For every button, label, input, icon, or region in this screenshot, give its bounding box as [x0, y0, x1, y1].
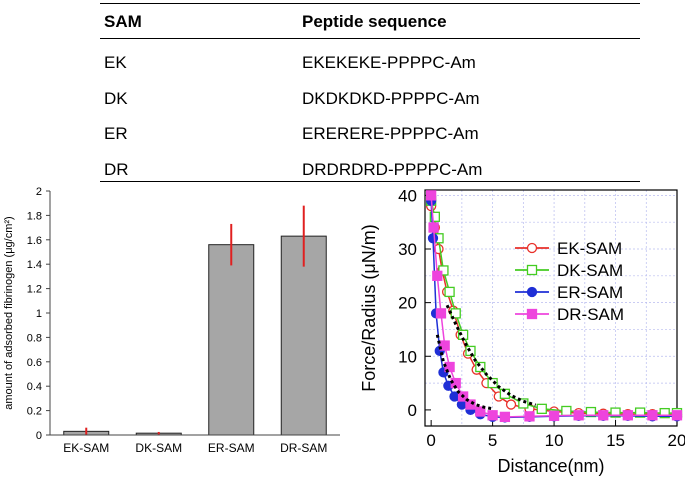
y-tick-label: 1 [36, 308, 42, 320]
x-tick-label: EK-SAM [63, 441, 109, 455]
table-top-rule [100, 3, 640, 4]
fit-curve [445, 304, 537, 407]
data-point-dk-sam [465, 345, 476, 357]
legend-label-dr-sam: DR-SAM [557, 305, 624, 324]
table-header-peptide: Peptide sequence [302, 12, 447, 31]
data-point-dr-sam [475, 406, 486, 417]
table-cell-sequence: EKEKEKE-PPPPC-Am [302, 53, 476, 72]
bar-er-sam [208, 244, 255, 436]
y-tick-label: 0.8 [27, 332, 42, 344]
series-dk-sam [425, 195, 683, 419]
x-axis-label: Distance(nm) [497, 456, 604, 476]
data-point-dr-sam [622, 410, 633, 421]
y-tick-label: 0.2 [27, 406, 42, 418]
table-cell-sam: DR [104, 160, 129, 179]
data-point-dr-sam [548, 410, 560, 421]
data-point-dk-sam [610, 407, 621, 418]
data-point-dk-sam [561, 405, 572, 417]
y-axis-label: Force/Radius (μN/m) [359, 224, 379, 391]
x-tick-label: ER-SAM [208, 441, 255, 455]
data-point-dk-sam [450, 308, 461, 319]
data-point-dr-sam [428, 222, 439, 233]
x-tick-label: 0 [426, 431, 435, 450]
y-tick-label: 40 [398, 186, 417, 205]
data-point-dk-sam [518, 398, 529, 409]
data-point-dk-sam [659, 407, 670, 419]
series-line-er-sam [430, 200, 677, 419]
table-cell-sequence: DKDKDKD-PPPPC-Am [302, 89, 480, 108]
table-cell-sam: DK [104, 89, 128, 108]
table-cell-sam: ER [104, 124, 128, 143]
y-tick-label: 0 [408, 401, 417, 420]
x-tick-label: 10 [545, 431, 564, 450]
y-tick-label: 0 [36, 430, 42, 442]
legend-label-dk-sam: DK-SAM [557, 261, 623, 280]
data-point-dr-sam [487, 410, 498, 421]
data-point-dr-sam [524, 411, 535, 422]
series-dr-sam [425, 190, 683, 423]
data-point-er-sam [427, 233, 439, 244]
legend-marker-er-sam [526, 286, 538, 298]
data-point-dr-sam [499, 411, 511, 423]
legend-label-er-sam: ER-SAM [557, 283, 623, 302]
data-point-dk-sam [634, 407, 646, 418]
y-tick-label: 1.6 [27, 235, 42, 247]
x-tick-label: 15 [606, 431, 625, 450]
data-point-dk-sam [475, 361, 486, 373]
x-tick-label: DK-SAM [135, 441, 182, 455]
data-point-dk-sam [536, 403, 547, 414]
y-tick-label: 0.4 [27, 381, 42, 393]
legend-marker-ek-sam [526, 242, 538, 254]
y-axis-label: amount of adsorbed fibrinogen (μg/cm²) [3, 216, 15, 409]
x-tick-label: DR-SAM [280, 441, 327, 455]
legend-label-ek-sam: EK-SAM [557, 239, 622, 258]
table-header-rule [100, 38, 640, 39]
data-point-dk-sam [444, 286, 455, 298]
force-distance-chart: 0 5 10 15 20 0 10 20 30 40 Distance(nm) Force/Radiu… [359, 186, 685, 476]
legend-marker-dk-sam [526, 264, 538, 276]
data-point-dr-sam [432, 270, 443, 281]
y-tick-label: 1.2 [27, 284, 42, 296]
data-point-dk-sam [429, 211, 440, 222]
fibrinogen-bar-chart: 0 0.2 0.4 0.6 0.8 1 1.2 1.4 1.6 1.8 2 EK-SAM DK-SAM E… [3, 186, 340, 455]
data-point-dr-sam [439, 340, 450, 351]
y-tick-label: 0.6 [27, 357, 42, 369]
table-cell-sam: EK [104, 53, 127, 72]
table-bottom-rule [100, 181, 640, 182]
data-point-er-sam [449, 391, 460, 402]
data-point-dr-sam [465, 399, 476, 410]
data-point-dr-sam [435, 308, 447, 319]
data-point-dr-sam [573, 410, 584, 421]
data-point-dk-sam [487, 377, 498, 389]
data-point-dr-sam [598, 410, 609, 421]
data-point-dr-sam [425, 190, 437, 201]
y-tick-label: 1.4 [27, 259, 42, 271]
plot-frame [424, 189, 678, 427]
legend-marker-dr-sam [526, 308, 538, 320]
x-tick-label: 20 [668, 431, 685, 450]
x-tick-label: 5 [488, 431, 497, 450]
y-tick-label: 10 [398, 347, 417, 366]
y-tick-label: 20 [398, 294, 417, 313]
data-point-dr-sam [671, 410, 683, 421]
table-cell-sequence: DRDRDRD-PPPPC-Am [302, 160, 483, 179]
data-point-dk-sam [585, 406, 597, 418]
data-point-dk-sam [438, 265, 449, 276]
data-point-dr-sam [647, 410, 658, 421]
data-point-ek-sam [505, 399, 517, 410]
data-point-dr-sam [444, 361, 455, 373]
table-header-sam: SAM [104, 12, 142, 31]
table-cell-sequence: ERERERE-PPPPC-Am [302, 124, 479, 143]
y-tick-label: 1.8 [27, 210, 42, 222]
y-tick-label: 2 [36, 186, 42, 198]
fit-curve [435, 334, 493, 411]
y-tick-label: 30 [398, 240, 417, 259]
